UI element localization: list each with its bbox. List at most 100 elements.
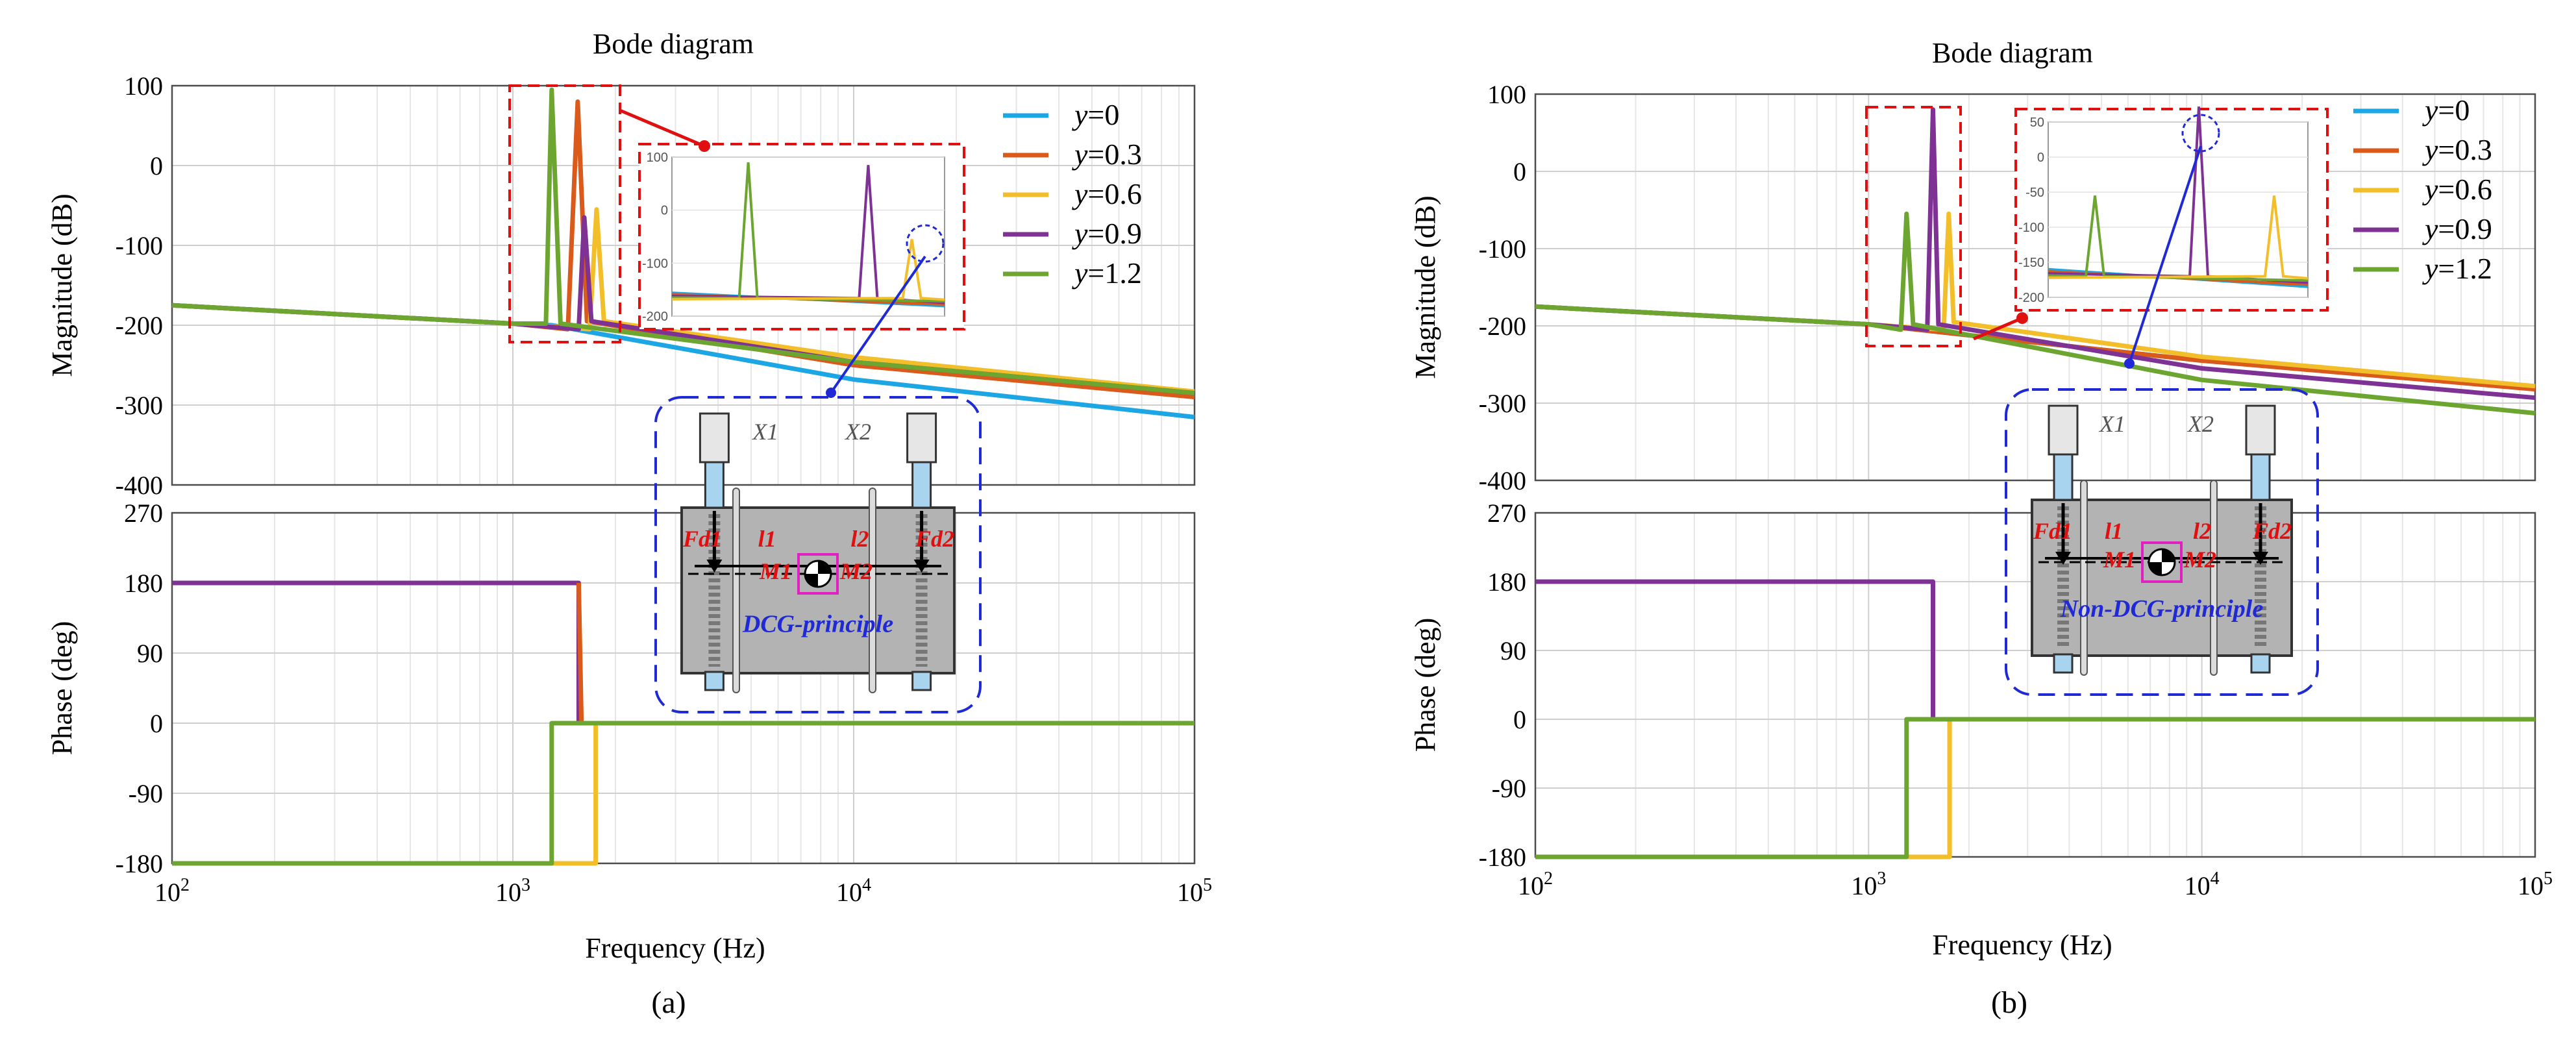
phase-line-y-1-2 (1535, 717, 2535, 859)
legend-entry: y=0.6 (2422, 173, 2492, 206)
phase-lines (1535, 579, 2535, 859)
phase-ytick-label: 90 (1500, 636, 1526, 665)
inset-ytick-label: -100 (642, 256, 668, 271)
phase-ytick-label: 180 (1487, 567, 1526, 597)
peak-highlight-circle (906, 224, 945, 263)
mechanism-block (2031, 499, 2293, 657)
zoom-region-box (508, 84, 621, 343)
label-fd1: Fd1 (2033, 518, 2072, 544)
magnitude-ytick-label: -300 (116, 391, 163, 420)
magnitude-ylabel: Magnitude (dB) (46, 193, 78, 377)
legend-entry: y=0.9 (1072, 217, 1142, 250)
magnitude-frame (1534, 93, 2536, 482)
phase-ytick-label: -90 (1492, 774, 1526, 803)
phase-xtick-label: 103 (1851, 869, 1886, 900)
inset-ytick-label: -150 (2018, 256, 2044, 270)
actuator-head (2245, 404, 2276, 456)
magnitude-ytick-label: 0 (1513, 157, 1526, 186)
magnitude-ytick-label: -400 (1479, 466, 1526, 495)
magnitude-ytick-label: -200 (1479, 312, 1526, 341)
inset-line (2048, 195, 2309, 280)
magnitude-ytick-label: -300 (1479, 389, 1526, 418)
phase-ytick-label: -180 (1479, 843, 1526, 872)
label-m2: M2 (2183, 547, 2216, 573)
actuator-stem (704, 461, 724, 509)
guide-rod (869, 488, 876, 693)
magnitude-lines (1535, 107, 2536, 415)
phase-xtick-label: 102 (1518, 869, 1553, 900)
xlabel: Frequency (Hz) (585, 932, 765, 964)
label-x2: X2 (844, 419, 871, 445)
zoom-region-box (1865, 106, 1962, 347)
inset-ytick-label: 50 (2030, 116, 2044, 130)
cg-box (2141, 541, 2183, 583)
phase-xtick-label: 105 (1177, 875, 1212, 907)
cg-quarter (2162, 549, 2175, 562)
panel-b: Bode diagram 100 0 -100 -200 -300 -400 270 180 90… (1409, 37, 2553, 1020)
phase-xtick-label: 104 (2185, 869, 2220, 900)
phase-ytick-label: 90 (137, 639, 163, 668)
panel-sublabel: (a) (651, 985, 686, 1020)
label-m1: M1 (2103, 547, 2136, 573)
cg-quarter (805, 574, 818, 587)
callout-arrowhead (826, 388, 836, 398)
magnitude-frame (171, 84, 1196, 486)
legend-entry: y=1.2 (1072, 256, 1142, 290)
label-x1: X1 (751, 419, 778, 445)
zoom-inset-axes (671, 156, 945, 317)
label-fd1: Fd1 (682, 526, 722, 552)
legend-entry: y=0.3 (1072, 138, 1142, 171)
magnitude-ytick-label: -100 (116, 231, 163, 260)
inset-ytick-label: 100 (647, 151, 668, 165)
mechanism-frame (2005, 388, 2319, 696)
inset-ytick-label: 0 (661, 204, 668, 218)
phase-ytick-label: 0 (150, 709, 163, 738)
zoom-arrowhead (2016, 312, 2028, 324)
legend-entry: y=0 (2422, 93, 2470, 127)
inset-ytick-label: -200 (642, 310, 668, 324)
label-l1: l1 (758, 526, 776, 552)
cg-box (797, 553, 839, 595)
zoom-arrow (1973, 316, 2023, 341)
peak-highlight-circle (2181, 114, 2220, 153)
phase-xtick-label: 104 (836, 875, 871, 907)
label-fd2: Fd2 (915, 526, 954, 552)
label-l2: l2 (2193, 518, 2211, 544)
legend: y=0 y=0.3 y=0.6 y=0.9 y=1.2 (2353, 93, 2492, 285)
inset-ytick-label: -50 (2025, 186, 2044, 200)
phase-ytick-label: 180 (124, 569, 163, 598)
phase-ytick-label: -180 (116, 849, 163, 878)
magnitude-ylabel: Magnitude (dB) (1409, 195, 1441, 378)
phase-ylabel: Phase (deg) (1409, 618, 1441, 752)
inset-ytick-label: 0 (2037, 151, 2044, 165)
xlabel: Frequency (Hz) (1932, 929, 2112, 961)
phase-line-y-1-2 (172, 721, 1195, 866)
inset-ytick-label: -200 (2018, 291, 2044, 305)
callout-arrow (830, 255, 926, 394)
panel-sublabel: (b) (1991, 985, 2027, 1020)
legend-entry: y=0.3 (2422, 133, 2492, 166)
actuator-head (906, 412, 937, 463)
zoom-inset-axes (2048, 121, 2309, 298)
label-l1: l1 (2105, 518, 2123, 544)
zoom-arrowhead (699, 140, 710, 152)
actuator-foot (2250, 653, 2271, 674)
legend-entry: y=0.6 (1072, 177, 1142, 210)
phase-ytick-label: 270 (1487, 499, 1526, 528)
actuator-head (2048, 404, 2079, 456)
label-x2: X2 (2186, 411, 2214, 437)
actuator-stem (2053, 453, 2074, 501)
actuator-stem (2250, 453, 2271, 501)
inset-ytick-label: -100 (2018, 221, 2044, 235)
label-l2: l2 (850, 526, 869, 552)
mechanism-block (680, 506, 956, 674)
magnitude-line-y-1-2 (1535, 211, 2536, 415)
phase-ylabel: Phase (deg) (46, 621, 78, 756)
phase-xtick-label: 103 (495, 875, 530, 907)
guide-rod (732, 488, 740, 693)
phase-ytick-label: 0 (1513, 705, 1526, 734)
zoom-arrow (619, 108, 705, 148)
actuator-head (699, 412, 730, 463)
phase-xtick-label: 105 (2518, 869, 2553, 900)
